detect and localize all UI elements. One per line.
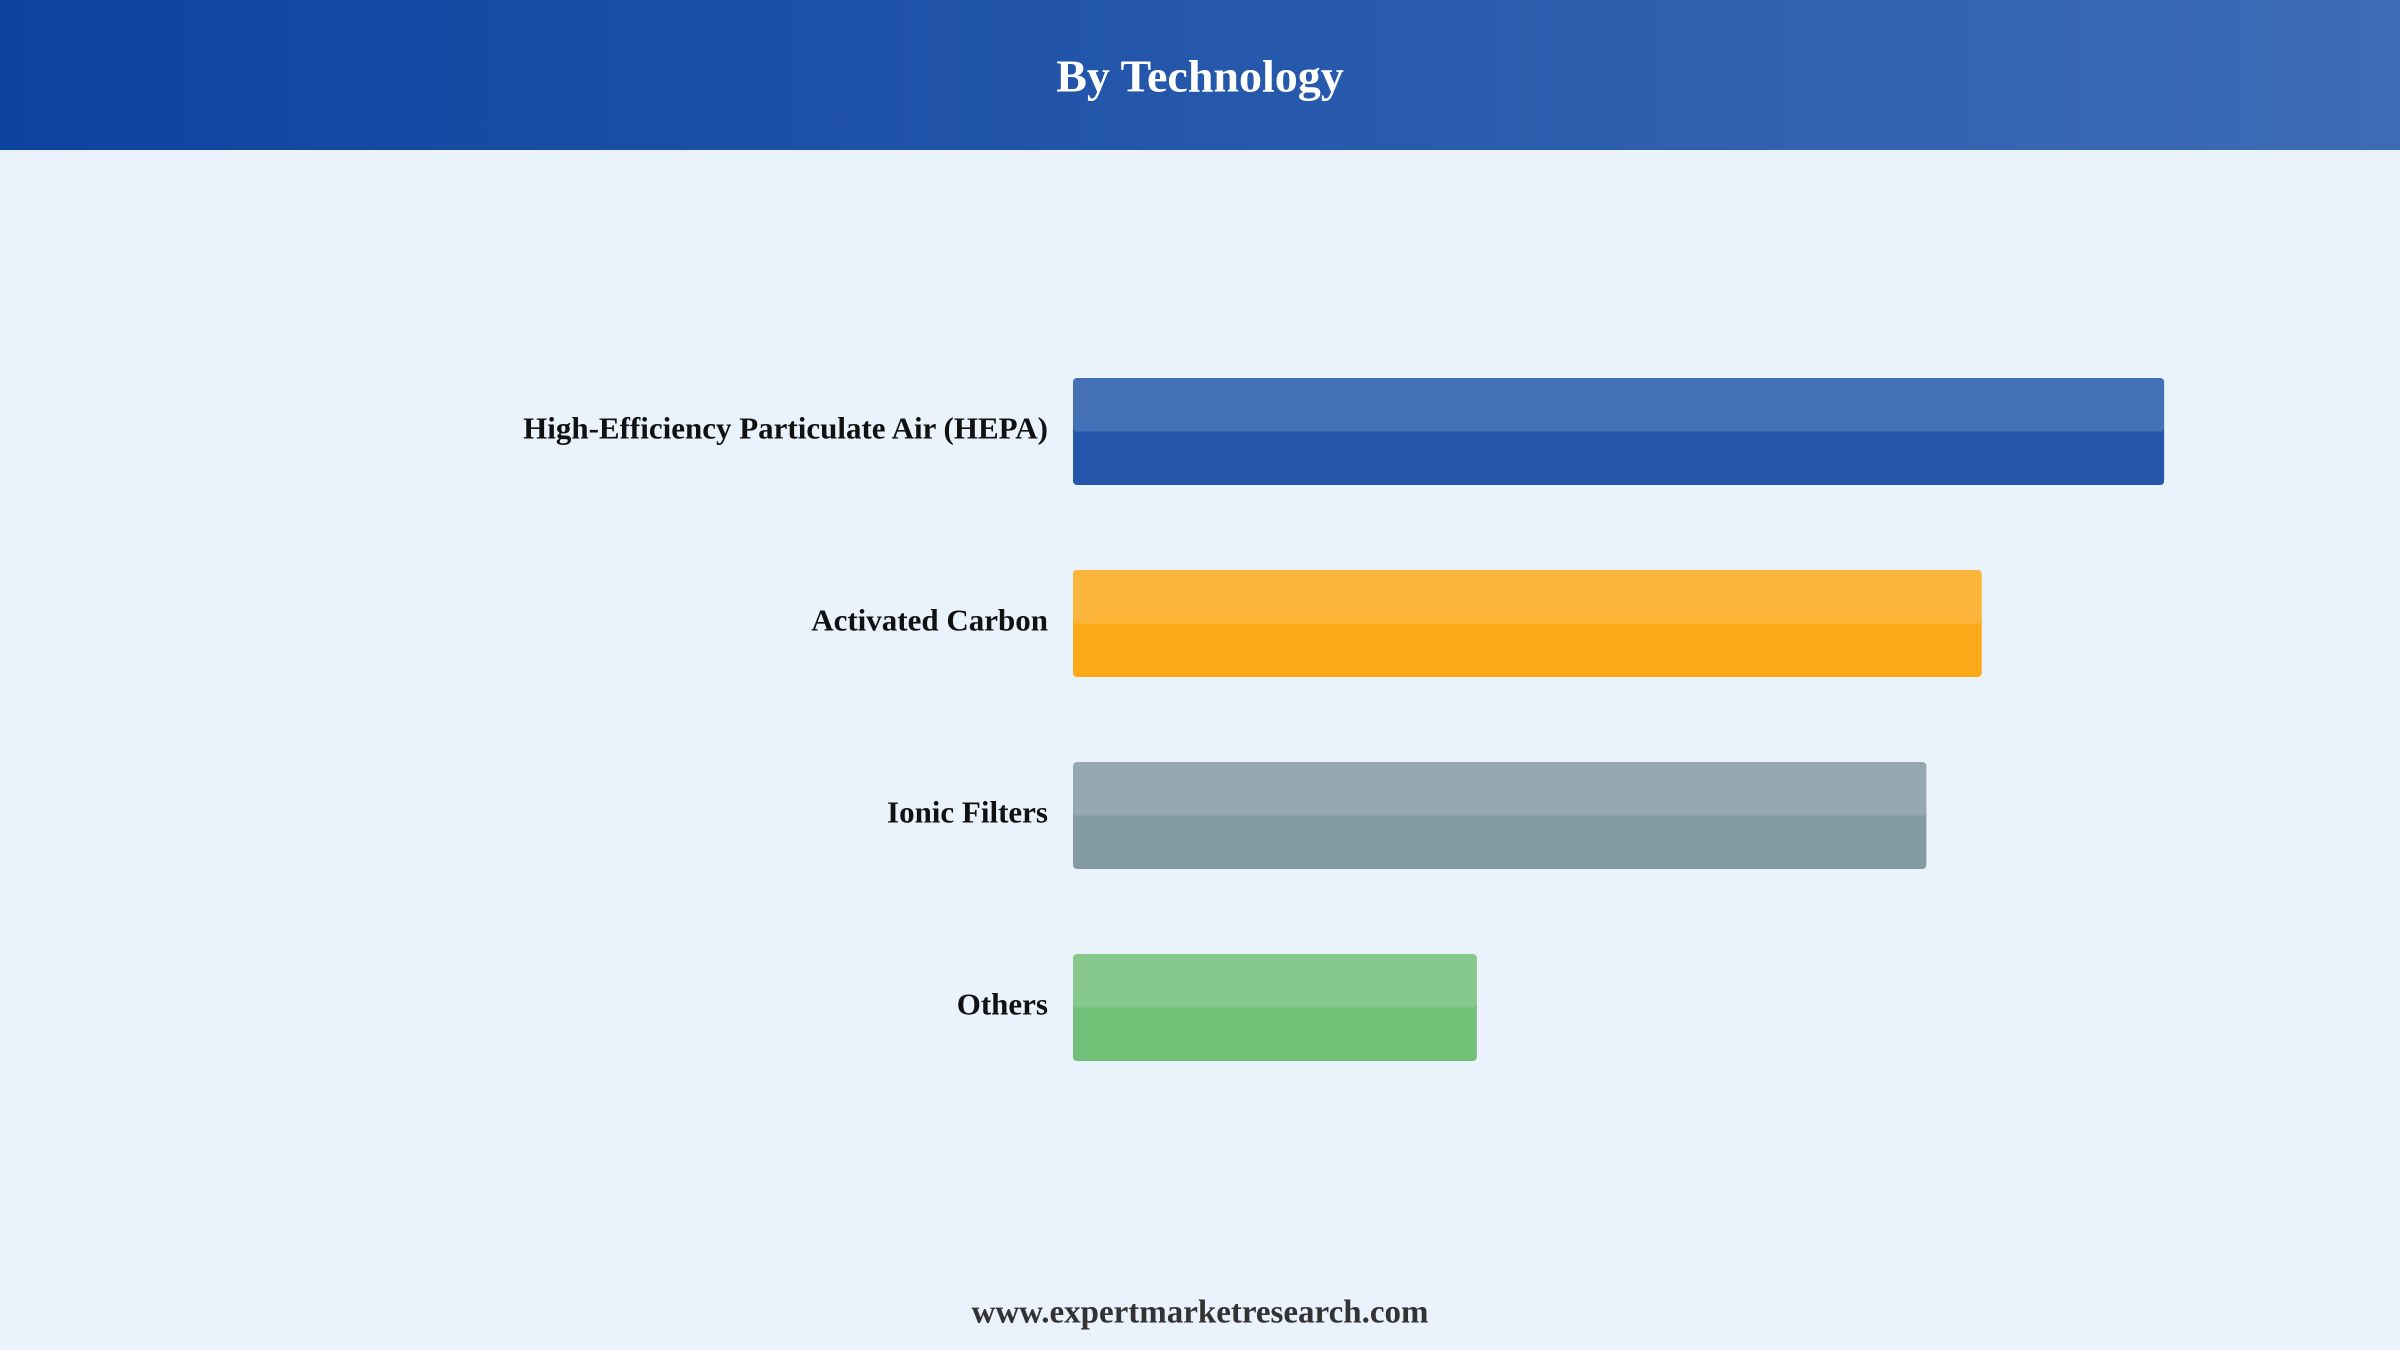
category-label: High-Efficiency Particulate Air (HEPA)	[523, 411, 1048, 446]
bar	[1073, 762, 1927, 869]
header-band	[0, 0, 2400, 150]
bar-highlight	[1073, 762, 1927, 816]
bar-highlight	[1073, 954, 1477, 1008]
category-label: Activated Carbon	[811, 603, 1048, 638]
footer: www.expertmarketresearch.com	[972, 1295, 1429, 1331]
bar	[1073, 954, 1477, 1061]
bar-highlight	[1073, 378, 2165, 432]
chart-title: By Technology	[1056, 51, 1344, 102]
category-label: Ionic Filters	[887, 795, 1048, 830]
bar-highlight	[1073, 570, 1982, 624]
category-label: Others	[957, 987, 1048, 1022]
bar	[1073, 378, 2165, 485]
bar	[1073, 570, 1982, 677]
